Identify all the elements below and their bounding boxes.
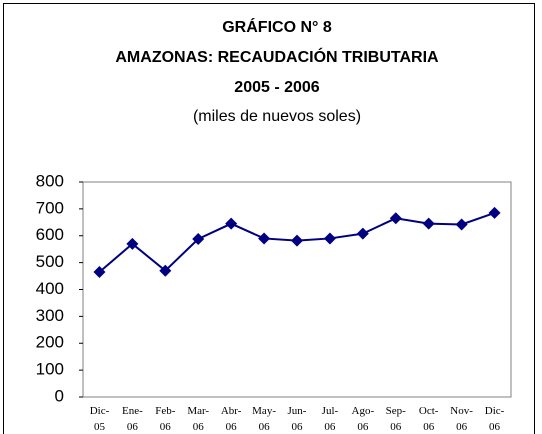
- frame: [3, 3, 535, 434]
- y-tick-label: 200: [36, 333, 64, 352]
- data-point: [356, 227, 369, 240]
- data-point: [159, 264, 172, 277]
- y-tick-label: 400: [36, 279, 64, 298]
- x-tick-label: Ago-06: [352, 405, 375, 433]
- y-tick-label: 100: [36, 360, 64, 379]
- chart-subtitle: (miles de nuevos soles): [193, 108, 361, 125]
- x-tick-label: Jun-06: [288, 405, 307, 433]
- x-tick-label: Mar-06: [187, 405, 209, 433]
- chart-title: 2005 - 2006: [234, 79, 320, 96]
- y-tick-label: 600: [36, 225, 64, 244]
- x-tick-label: Oct-06: [419, 405, 439, 433]
- x-tick-label: Dic-05: [90, 405, 110, 433]
- data-point: [126, 237, 139, 250]
- chart-title: AMAZONAS: RECAUDACIÓN TRIBUTARIA: [115, 47, 439, 66]
- x-tick-label: May-06: [252, 405, 276, 433]
- data-point: [323, 232, 336, 245]
- x-tick-label: Nov-06: [450, 405, 473, 433]
- data-point: [291, 234, 303, 247]
- x-tick-label: Jul-06: [322, 405, 339, 433]
- x-tick-label: Abr-06: [221, 405, 242, 433]
- y-tick-label: 700: [36, 198, 64, 217]
- y-tick-label: 500: [36, 252, 64, 271]
- y-tick-label: 800: [36, 171, 64, 190]
- data-point: [225, 217, 238, 230]
- x-tick-label: Sep-06: [386, 405, 407, 433]
- x-tick-label: Ene-06: [122, 405, 143, 433]
- data-point: [93, 266, 106, 279]
- chart-title: GRÁFICO N° 8: [222, 17, 332, 36]
- y-tick-label: 0: [55, 386, 64, 405]
- x-tick-label: Dic-06: [485, 405, 505, 433]
- plot-area: [82, 181, 512, 398]
- data-point: [192, 232, 205, 245]
- data-point: [258, 232, 271, 245]
- data-point: [455, 218, 468, 231]
- data-point: [389, 212, 402, 225]
- y-tick-label: 300: [36, 306, 64, 325]
- data-point: [422, 217, 435, 230]
- data-point: [488, 206, 501, 219]
- x-tick-label: Feb-06: [155, 405, 176, 433]
